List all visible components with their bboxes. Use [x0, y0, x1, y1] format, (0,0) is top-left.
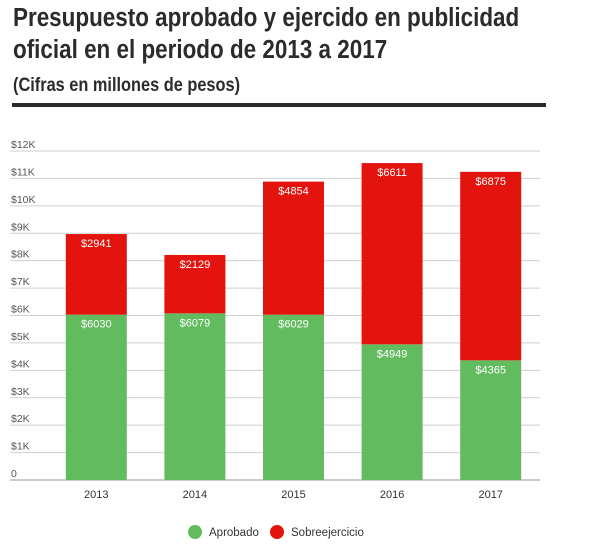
x-tick-label: 2015 [281, 489, 305, 501]
y-tick-label: $8K [11, 249, 30, 261]
legend-label: Aprobado [209, 527, 259, 539]
y-tick-label: $7K [11, 276, 30, 288]
chart-subtitle: (Cifras en millones de pesos) [13, 75, 241, 96]
legend-marker-aprobado [188, 525, 202, 539]
title-line-1: Presupuesto aprobado y ejercido en publi… [13, 4, 520, 32]
y-tick-label: 0 [11, 468, 17, 480]
x-tick-label: 2016 [380, 489, 404, 501]
data-label: $4949 [377, 348, 408, 360]
y-tick-label: $12K [11, 139, 36, 151]
data-label: $4854 [278, 186, 309, 198]
bar-sobreejercicio-2016 [361, 163, 423, 345]
x-tick-label: 2017 [478, 489, 502, 501]
y-tick-label: $5K [11, 331, 30, 343]
y-tick-label: $4K [11, 358, 30, 370]
bar-aprobado-2017 [460, 360, 522, 480]
chart-title: Presupuesto aprobado y ejercido en publi… [13, 2, 520, 66]
data-label: $4365 [475, 364, 506, 376]
y-tick-label: $3K [11, 386, 30, 398]
y-tick-label: $11K [11, 166, 35, 178]
legend-marker-sobreejercicio [270, 525, 284, 539]
bar-aprobado-2013 [65, 314, 127, 480]
bar-sobreejercicio-2015 [263, 181, 324, 315]
bar-sobreejercicio-2013 [65, 234, 127, 315]
bar-sobreejercicio-2014 [164, 254, 226, 314]
x-tick-label: 2013 [84, 489, 108, 501]
data-label: $6029 [278, 319, 309, 331]
data-label: $6079 [180, 317, 211, 329]
data-label: $6875 [475, 176, 506, 188]
title-line-2: oficial en el periodo de 2013 a 2017 [13, 36, 388, 64]
data-label: $6611 [377, 167, 407, 179]
x-tick-label: 2014 [183, 489, 207, 501]
bar-aprobado-2014 [164, 313, 226, 480]
data-label: $2129 [180, 259, 211, 271]
y-tick-label: $1K [11, 441, 30, 453]
y-tick-label: $10K [11, 194, 36, 206]
y-tick-label: $2K [11, 413, 30, 425]
data-label: $2941 [81, 238, 112, 250]
legend-label: Sobreejercicio [291, 527, 364, 539]
title-divider [12, 103, 546, 107]
bar-aprobado-2015 [263, 314, 324, 480]
y-tick-label: $9K [11, 221, 30, 233]
y-tick-label: $6K [11, 304, 30, 316]
data-label: $6030 [81, 319, 112, 331]
bar-aprobado-2016 [361, 344, 423, 480]
bar-sobreejercicio-2017 [460, 171, 522, 361]
